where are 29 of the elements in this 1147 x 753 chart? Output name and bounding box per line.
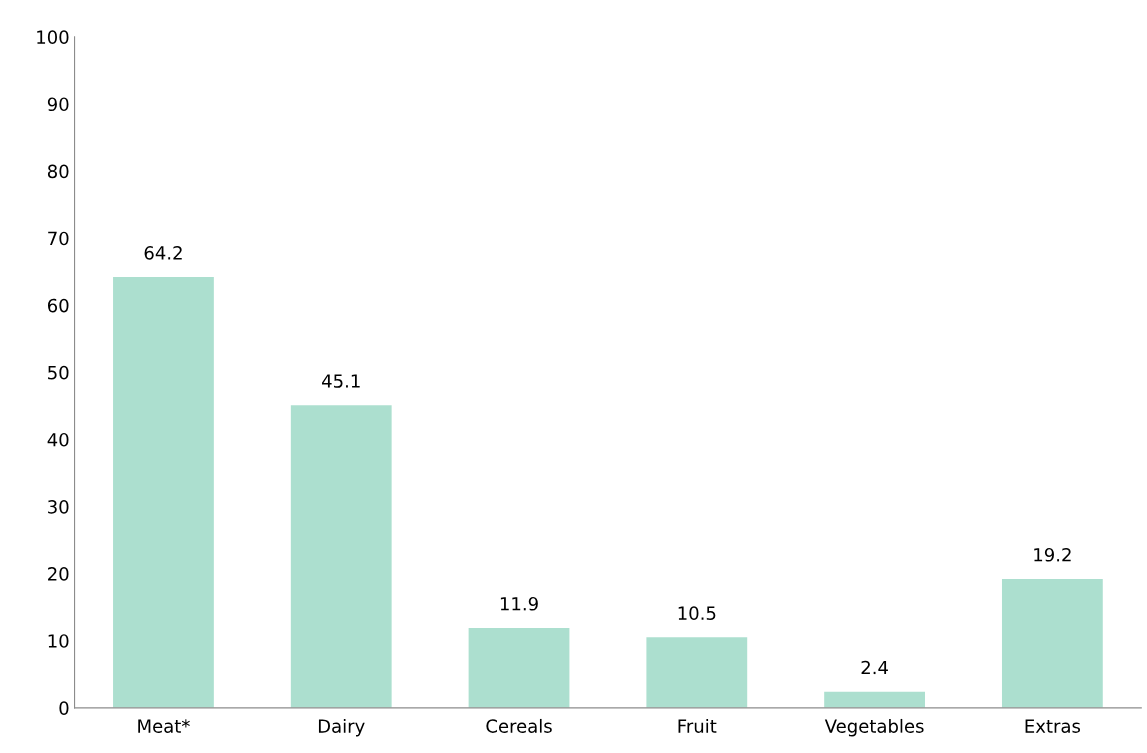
- x-tick-label: Meat*: [138, 719, 190, 733]
- data-label: 19.2: [1034, 547, 1071, 562]
- bar: [824, 691, 925, 708]
- x-tick-label: Vegetables: [824, 718, 924, 737]
- data-label: 11.9: [500, 596, 538, 611]
- y-tick-label: 10: [48, 634, 69, 648]
- bar: [290, 405, 392, 708]
- x-tick-label: Cereals: [486, 718, 552, 733]
- data-label: 45.1: [322, 374, 360, 388]
- data-label: 2.4: [861, 660, 888, 675]
- y-tick-label: 90: [47, 97, 69, 112]
- y-tick-label: 80: [47, 164, 69, 179]
- bar: [113, 277, 214, 708]
- y-tick-label: 20: [48, 567, 69, 581]
- y-tick-label: 40: [47, 432, 69, 447]
- x-tick-label: Extras: [1025, 719, 1081, 733]
- y-tick-label: 60: [47, 298, 69, 313]
- data-label: 64.2: [144, 246, 182, 260]
- data-label: 10.5: [678, 606, 716, 620]
- bar: [646, 637, 748, 708]
- bar: [468, 627, 570, 708]
- y-tick-label: 70: [48, 231, 69, 246]
- bar: [1001, 579, 1103, 708]
- y-tick-label: 100: [37, 30, 69, 45]
- x-tick-label: Dairy: [318, 718, 365, 737]
- y-tick-label: 50: [48, 365, 69, 380]
- x-tick-label: Fruit: [678, 718, 717, 733]
- y-tick-label: 30: [48, 500, 69, 514]
- y-tick-label: 0: [59, 701, 69, 715]
